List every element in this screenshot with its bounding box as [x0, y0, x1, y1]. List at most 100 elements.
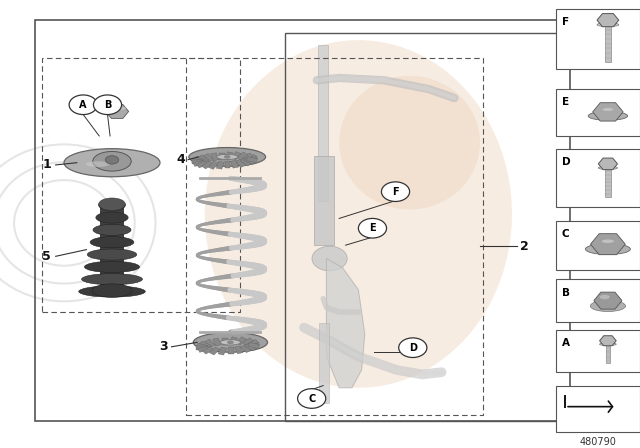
Bar — [208, 161, 218, 169]
Ellipse shape — [339, 76, 480, 210]
Bar — [236, 337, 246, 345]
Ellipse shape — [96, 212, 128, 223]
Bar — [193, 161, 205, 166]
Bar — [211, 153, 219, 161]
Circle shape — [381, 182, 410, 202]
Ellipse shape — [81, 274, 143, 285]
Text: E: E — [562, 97, 569, 107]
Bar — [198, 155, 209, 163]
Bar — [42, 58, 240, 312]
Text: D: D — [562, 157, 570, 168]
Text: B: B — [562, 288, 570, 297]
Ellipse shape — [86, 161, 109, 167]
Text: B: B — [104, 100, 111, 110]
Bar — [204, 154, 214, 162]
Polygon shape — [326, 258, 365, 388]
Ellipse shape — [193, 332, 268, 352]
Text: A: A — [79, 100, 87, 110]
Text: A: A — [562, 338, 570, 348]
Bar — [246, 340, 258, 345]
Bar — [242, 338, 253, 345]
Text: 1: 1 — [42, 159, 51, 172]
Text: E: E — [369, 223, 376, 233]
Bar — [241, 153, 253, 160]
Bar — [556, 149, 640, 207]
Bar — [556, 9, 640, 69]
Bar — [196, 161, 208, 168]
Bar — [241, 158, 252, 166]
Text: F: F — [562, 17, 569, 27]
Ellipse shape — [64, 149, 160, 177]
Ellipse shape — [588, 112, 628, 121]
Bar — [230, 160, 239, 168]
Bar — [244, 155, 256, 160]
Bar — [192, 160, 202, 164]
Ellipse shape — [227, 340, 234, 345]
Bar — [247, 156, 257, 160]
Ellipse shape — [312, 246, 348, 271]
Bar — [314, 156, 334, 245]
Bar — [245, 343, 257, 351]
Text: 3: 3 — [159, 340, 168, 353]
Ellipse shape — [220, 340, 241, 345]
Ellipse shape — [602, 108, 613, 111]
Bar — [205, 339, 215, 347]
Bar — [196, 346, 207, 350]
Ellipse shape — [597, 23, 619, 26]
Ellipse shape — [108, 106, 126, 110]
Bar — [285, 34, 640, 421]
Bar — [222, 337, 228, 345]
Text: 2: 2 — [520, 240, 529, 253]
Bar — [35, 20, 570, 421]
Bar — [225, 161, 230, 168]
Bar — [605, 341, 610, 363]
Text: D: D — [409, 343, 417, 353]
Ellipse shape — [93, 224, 131, 236]
Bar — [219, 152, 225, 159]
Bar — [556, 330, 640, 372]
Circle shape — [69, 95, 97, 115]
Bar — [199, 341, 211, 349]
Bar — [196, 343, 207, 349]
Text: F: F — [392, 187, 399, 197]
Bar — [605, 20, 611, 62]
Bar — [246, 157, 258, 163]
Bar — [319, 323, 329, 403]
Ellipse shape — [105, 156, 119, 164]
Bar — [212, 338, 221, 346]
Ellipse shape — [87, 249, 137, 260]
Ellipse shape — [205, 40, 512, 388]
Bar — [556, 280, 640, 322]
Bar — [234, 346, 243, 354]
Bar — [231, 151, 241, 160]
Bar — [216, 161, 225, 169]
Bar — [249, 342, 259, 346]
Bar — [100, 203, 124, 292]
Circle shape — [298, 389, 326, 408]
Bar — [605, 164, 611, 197]
Ellipse shape — [92, 284, 132, 297]
Text: 480790: 480790 — [579, 437, 616, 447]
Ellipse shape — [602, 240, 614, 243]
Bar — [236, 159, 246, 168]
Ellipse shape — [93, 151, 131, 171]
Ellipse shape — [99, 200, 125, 211]
Ellipse shape — [99, 198, 125, 211]
Bar — [193, 156, 205, 164]
Ellipse shape — [590, 301, 625, 311]
Bar — [248, 342, 260, 349]
Ellipse shape — [189, 147, 266, 166]
Ellipse shape — [84, 261, 140, 272]
Ellipse shape — [216, 154, 238, 159]
Text: C: C — [308, 393, 316, 404]
Bar — [244, 157, 256, 164]
Bar — [225, 152, 233, 159]
Ellipse shape — [586, 244, 630, 254]
Text: 5: 5 — [42, 250, 51, 263]
Ellipse shape — [90, 237, 134, 248]
Bar — [241, 345, 251, 353]
Text: 4: 4 — [176, 153, 185, 166]
Bar — [198, 346, 209, 352]
Bar — [228, 347, 234, 354]
Ellipse shape — [600, 295, 610, 299]
